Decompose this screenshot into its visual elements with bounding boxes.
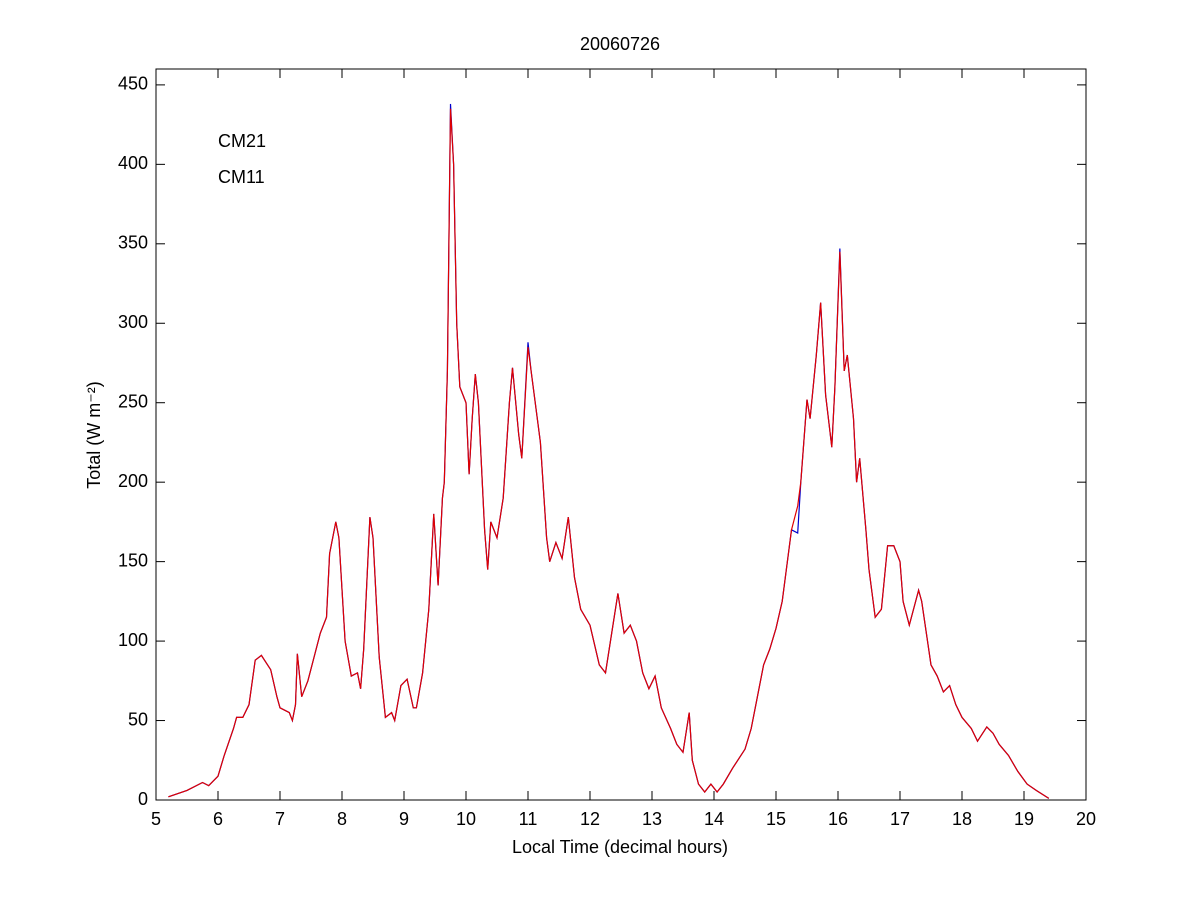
y-tick-label: 150 [118, 550, 148, 570]
y-tick-label: 50 [128, 709, 148, 729]
y-tick-label: 100 [118, 630, 148, 650]
x-tick-label: 10 [456, 809, 476, 829]
x-tick-label: 13 [642, 809, 662, 829]
y-tick-label: 250 [118, 391, 148, 411]
x-tick-label: 17 [890, 809, 910, 829]
series-line [168, 108, 1050, 799]
x-tick-label: 16 [828, 809, 848, 829]
x-tick-label: 8 [337, 809, 347, 829]
y-tick-label: 350 [118, 233, 148, 253]
x-tick-label: 9 [399, 809, 409, 829]
x-tick-label: 7 [275, 809, 285, 829]
x-axis-label: Local Time (decimal hours) [512, 837, 728, 857]
x-tick-label: 20 [1076, 809, 1096, 829]
y-tick-label: 200 [118, 471, 148, 491]
x-tick-label: 15 [766, 809, 786, 829]
chart-title: 20060726 [580, 34, 660, 54]
x-tick-label: 18 [952, 809, 972, 829]
y-tick-label: 400 [118, 153, 148, 173]
x-tick-label: 6 [213, 809, 223, 829]
x-tick-label: 19 [1014, 809, 1034, 829]
y-tick-label: 450 [118, 74, 148, 94]
y-tick-label: 300 [118, 312, 148, 332]
x-tick-label: 14 [704, 809, 724, 829]
y-tick-label: 0 [138, 789, 148, 809]
y-axis-label: Total (W m⁻²) [84, 381, 104, 489]
x-tick-label: 12 [580, 809, 600, 829]
x-tick-label: 5 [151, 809, 161, 829]
legend-entry: CM21 [218, 131, 266, 151]
legend-entry: CM11 [218, 167, 265, 187]
x-tick-label: 11 [519, 809, 538, 829]
plot-frame [155, 68, 1087, 801]
